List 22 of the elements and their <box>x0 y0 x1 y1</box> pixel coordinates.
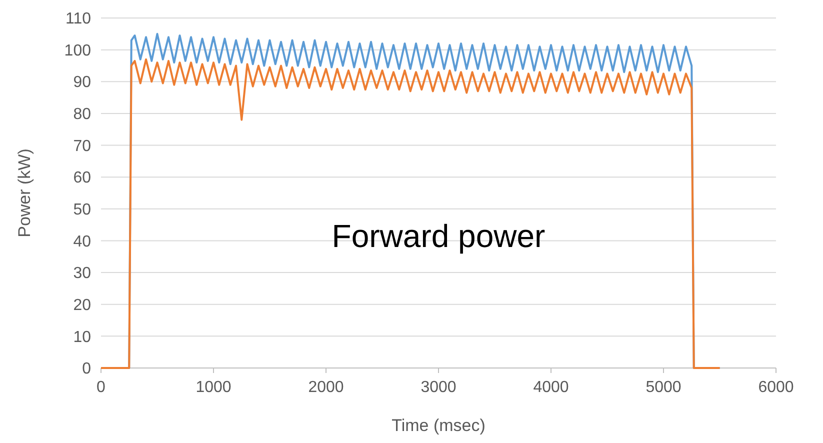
x-tick-label: 0 <box>96 379 106 396</box>
x-tick-label: 1000 <box>196 379 232 396</box>
y-tick-label: 20 <box>73 296 92 314</box>
x-tick-label: 5000 <box>646 379 682 396</box>
y-axis-title: Power (kW) <box>15 148 34 238</box>
y-tick-label: 0 <box>82 360 92 378</box>
y-tick-label: 30 <box>73 265 92 282</box>
y-tick-label: 10 <box>73 328 92 346</box>
y-tick-label: 100 <box>64 42 92 60</box>
x-tick-label: 4000 <box>533 379 569 396</box>
y-tick-label: 60 <box>73 170 92 187</box>
annotation: Forward power <box>332 218 546 254</box>
y-tick-label: 80 <box>73 106 92 124</box>
x-tick-label: 3000 <box>420 379 456 396</box>
x-tick-label: 2000 <box>308 379 344 396</box>
x-tick-label: 6000 <box>758 379 794 396</box>
y-tick-label: 40 <box>73 233 92 250</box>
x-axis-title: Time (msec) <box>392 416 486 435</box>
y-tick-label: 90 <box>73 74 92 92</box>
y-tick-label: 110 <box>65 10 92 28</box>
y-tick-label: 70 <box>73 138 92 155</box>
y-tick-label: 50 <box>73 202 92 219</box>
